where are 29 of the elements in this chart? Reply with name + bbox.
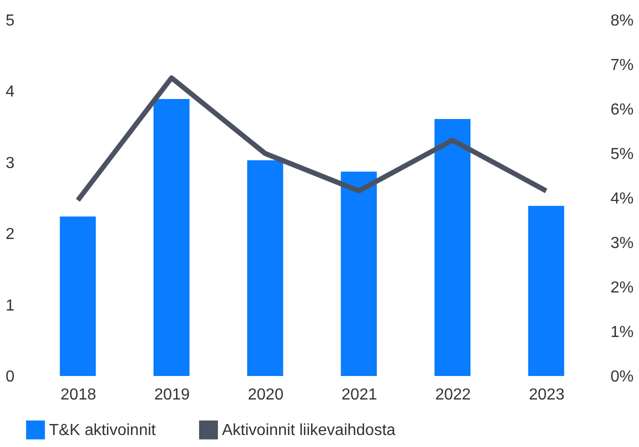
bar — [434, 118, 470, 376]
y-tick-label: 3 — [6, 154, 15, 172]
y-tick-label: 5 — [6, 12, 15, 30]
x-tick-label: 2022 — [435, 386, 471, 404]
x-tick-label: 2020 — [248, 386, 284, 404]
y-tick-label: 4 — [6, 84, 15, 101]
y2-tick-label: 7% — [610, 57, 634, 74]
legend-label: Aktivoinnit liikevaihdosta — [222, 422, 396, 439]
bar — [154, 99, 190, 376]
y2-tick-label: 4% — [610, 190, 634, 208]
y-tick-label: 0 — [6, 368, 15, 386]
y-tick-label: 2 — [6, 226, 15, 244]
bar — [247, 160, 284, 376]
x-tick-label: 2021 — [342, 386, 378, 404]
x-tick-label: 2023 — [528, 386, 565, 404]
bar — [340, 172, 377, 376]
y-tick-label: 1 — [6, 297, 15, 314]
y2-tick-label: 5% — [610, 146, 634, 163]
legend-label: T&K aktivoinnit — [49, 422, 156, 439]
y2-tick-label: 0% — [610, 368, 634, 386]
y2-tick-label: 3% — [610, 235, 634, 252]
x-tick-label: 2019 — [154, 386, 190, 404]
bar — [528, 206, 564, 376]
x-tick-label: 2018 — [60, 386, 96, 404]
y2-tick-label: 1% — [610, 324, 634, 341]
bar — [60, 216, 96, 376]
y2-tick-label: 2% — [610, 280, 634, 296]
y2-tick-label: 6% — [610, 102, 634, 118]
y2-tick-label: 8% — [610, 12, 634, 30]
